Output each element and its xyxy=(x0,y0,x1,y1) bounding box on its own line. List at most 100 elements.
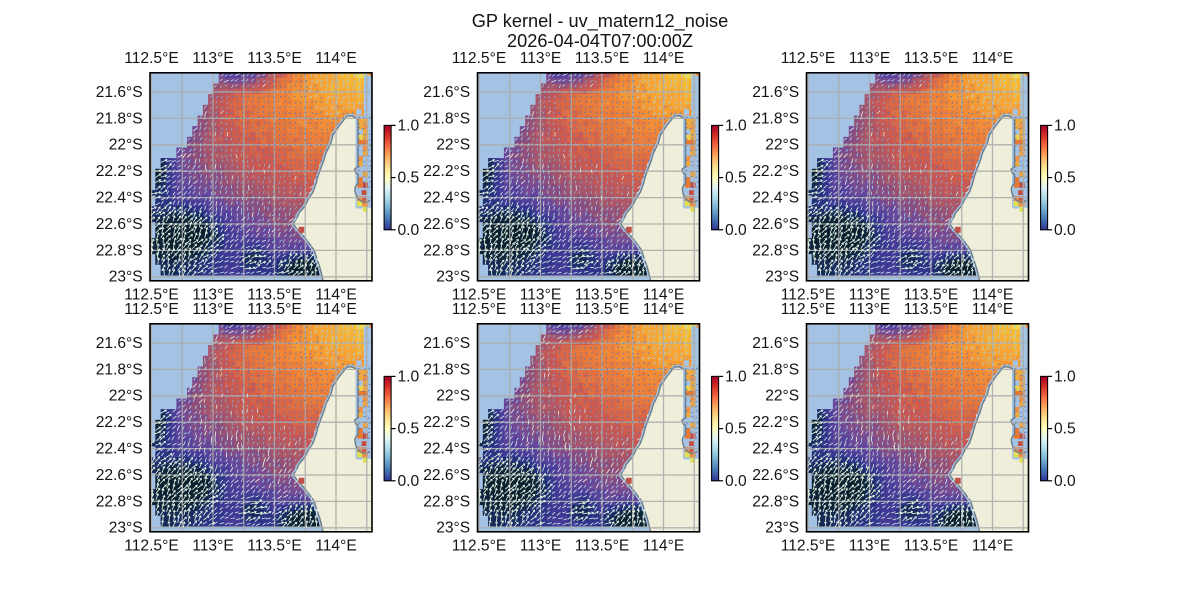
svg-text:113°E: 113°E xyxy=(192,301,234,318)
svg-text:112.5°E: 112.5°E xyxy=(781,537,836,554)
svg-text:113.5°E: 113.5°E xyxy=(904,286,959,303)
svg-text:112.5°E: 112.5°E xyxy=(452,286,507,303)
svg-text:22.2°S: 22.2°S xyxy=(752,414,799,431)
svg-text:21.8°S: 21.8°S xyxy=(752,361,799,378)
svg-text:22.2°S: 22.2°S xyxy=(423,414,470,431)
svg-text:114°E: 114°E xyxy=(972,50,1014,67)
svg-text:114°E: 114°E xyxy=(972,537,1014,554)
svg-text:113.5°E: 113.5°E xyxy=(904,50,959,67)
svg-text:23°S: 23°S xyxy=(109,520,143,537)
svg-text:22.4°S: 22.4°S xyxy=(423,190,470,207)
svg-text:112.5°E: 112.5°E xyxy=(781,286,836,303)
svg-text:112.5°E: 112.5°E xyxy=(124,537,179,554)
svg-text:23°S: 23°S xyxy=(765,269,799,286)
svg-text:0.5: 0.5 xyxy=(725,170,747,187)
svg-text:113°E: 113°E xyxy=(520,537,562,554)
svg-text:22.6°S: 22.6°S xyxy=(96,467,143,484)
svg-text:114°E: 114°E xyxy=(315,286,357,303)
svg-text:112.5°E: 112.5°E xyxy=(124,301,179,318)
svg-text:21.8°S: 21.8°S xyxy=(423,110,470,127)
svg-text:113.5°E: 113.5°E xyxy=(575,537,630,554)
svg-text:0.0: 0.0 xyxy=(1054,222,1076,239)
svg-text:2026-04-04T07:00:00Z: 2026-04-04T07:00:00Z xyxy=(507,31,693,51)
svg-text:22.8°S: 22.8°S xyxy=(423,242,470,259)
svg-text:113.5°E: 113.5°E xyxy=(575,286,630,303)
svg-text:22°S: 22°S xyxy=(109,137,143,154)
svg-text:22.4°S: 22.4°S xyxy=(423,441,470,458)
svg-text:22.4°S: 22.4°S xyxy=(96,190,143,207)
svg-text:114°E: 114°E xyxy=(643,301,685,318)
svg-text:22.8°S: 22.8°S xyxy=(423,493,470,510)
svg-text:22.4°S: 22.4°S xyxy=(752,441,799,458)
svg-text:114°E: 114°E xyxy=(643,537,685,554)
svg-text:113.5°E: 113.5°E xyxy=(904,537,959,554)
svg-text:21.8°S: 21.8°S xyxy=(752,110,799,127)
svg-text:113.5°E: 113.5°E xyxy=(904,301,959,318)
svg-text:112.5°E: 112.5°E xyxy=(124,286,179,303)
svg-text:21.6°S: 21.6°S xyxy=(423,335,470,352)
svg-text:23°S: 23°S xyxy=(436,520,470,537)
svg-text:113.5°E: 113.5°E xyxy=(247,301,302,318)
svg-text:22.6°S: 22.6°S xyxy=(752,216,799,233)
svg-text:114°E: 114°E xyxy=(315,50,357,67)
svg-text:112.5°E: 112.5°E xyxy=(452,537,507,554)
svg-text:22.8°S: 22.8°S xyxy=(752,242,799,259)
svg-text:22.4°S: 22.4°S xyxy=(752,190,799,207)
svg-text:22.6°S: 22.6°S xyxy=(96,216,143,233)
svg-text:114°E: 114°E xyxy=(972,301,1014,318)
svg-text:0.5: 0.5 xyxy=(1054,421,1076,438)
svg-text:21.6°S: 21.6°S xyxy=(752,335,799,352)
svg-text:113°E: 113°E xyxy=(849,286,891,303)
svg-text:21.8°S: 21.8°S xyxy=(96,110,143,127)
svg-text:113°E: 113°E xyxy=(849,50,891,67)
svg-text:21.6°S: 21.6°S xyxy=(752,84,799,101)
svg-text:21.8°S: 21.8°S xyxy=(96,361,143,378)
svg-text:21.6°S: 21.6°S xyxy=(96,84,143,101)
svg-text:22.2°S: 22.2°S xyxy=(752,163,799,180)
svg-text:22.4°S: 22.4°S xyxy=(96,441,143,458)
svg-text:22.6°S: 22.6°S xyxy=(423,467,470,484)
svg-text:22.8°S: 22.8°S xyxy=(96,493,143,510)
svg-text:22.2°S: 22.2°S xyxy=(96,414,143,431)
svg-text:21.8°S: 21.8°S xyxy=(423,361,470,378)
svg-text:23°S: 23°S xyxy=(109,269,143,286)
svg-text:22.6°S: 22.6°S xyxy=(423,216,470,233)
svg-text:GP kernel - uv_matern12_noise: GP kernel - uv_matern12_noise xyxy=(472,11,728,32)
svg-text:112.5°E: 112.5°E xyxy=(781,50,836,67)
svg-text:112.5°E: 112.5°E xyxy=(452,301,507,318)
svg-text:0.0: 0.0 xyxy=(398,473,420,490)
svg-text:112.5°E: 112.5°E xyxy=(124,50,179,67)
svg-text:113°E: 113°E xyxy=(192,50,234,67)
svg-text:0.0: 0.0 xyxy=(725,222,747,239)
svg-text:1.0: 1.0 xyxy=(1054,368,1076,385)
svg-text:22.8°S: 22.8°S xyxy=(96,242,143,259)
svg-text:113°E: 113°E xyxy=(520,286,562,303)
svg-text:22°S: 22°S xyxy=(765,388,799,405)
svg-text:1.0: 1.0 xyxy=(1054,117,1076,134)
svg-text:1.0: 1.0 xyxy=(398,117,420,134)
svg-text:114°E: 114°E xyxy=(643,50,685,67)
svg-text:0.0: 0.0 xyxy=(1054,473,1076,490)
svg-text:113°E: 113°E xyxy=(849,301,891,318)
svg-text:21.6°S: 21.6°S xyxy=(96,335,143,352)
svg-text:23°S: 23°S xyxy=(436,269,470,286)
svg-text:22.8°S: 22.8°S xyxy=(752,493,799,510)
svg-text:113°E: 113°E xyxy=(520,50,562,67)
svg-text:1.0: 1.0 xyxy=(725,117,747,134)
svg-text:0.0: 0.0 xyxy=(398,222,420,239)
svg-text:0.5: 0.5 xyxy=(725,421,747,438)
svg-text:21.6°S: 21.6°S xyxy=(423,84,470,101)
svg-text:22°S: 22°S xyxy=(765,137,799,154)
svg-text:22°S: 22°S xyxy=(436,388,470,405)
svg-text:113.5°E: 113.5°E xyxy=(247,286,302,303)
svg-text:113°E: 113°E xyxy=(849,537,891,554)
svg-text:114°E: 114°E xyxy=(315,301,357,318)
svg-text:112.5°E: 112.5°E xyxy=(781,301,836,318)
svg-text:113°E: 113°E xyxy=(192,286,234,303)
svg-text:1.0: 1.0 xyxy=(398,368,420,385)
svg-text:1.0: 1.0 xyxy=(725,368,747,385)
svg-text:113.5°E: 113.5°E xyxy=(247,537,302,554)
svg-text:22.6°S: 22.6°S xyxy=(752,467,799,484)
svg-text:113°E: 113°E xyxy=(520,301,562,318)
svg-text:22°S: 22°S xyxy=(109,388,143,405)
